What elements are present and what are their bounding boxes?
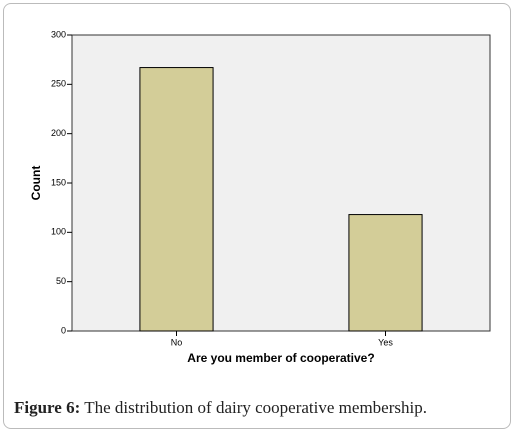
y-tick-label: 250: [51, 79, 66, 89]
x-axis-title: Are you member of cooperative?: [187, 351, 374, 365]
x-tick-label: No: [171, 337, 183, 347]
caption: Figure 6: The distribution of dairy coop…: [14, 398, 427, 418]
y-tick-label: 50: [56, 276, 66, 286]
x-tick-label: Yes: [378, 337, 393, 347]
y-tick-label: 0: [61, 325, 66, 335]
y-tick-label: 150: [51, 177, 66, 187]
y-tick-label: 100: [51, 227, 66, 237]
bar: [348, 214, 423, 332]
y-tick-label: 200: [51, 128, 66, 138]
figure-frame: [3, 3, 511, 429]
plot-area: [71, 34, 491, 332]
figure-label: Figure 6:: [14, 398, 81, 417]
y-axis-title: Count: [29, 166, 43, 201]
bar: [139, 67, 214, 332]
caption-text: The distribution of dairy cooperative me…: [84, 398, 427, 417]
y-tick-label: 300: [51, 29, 66, 39]
